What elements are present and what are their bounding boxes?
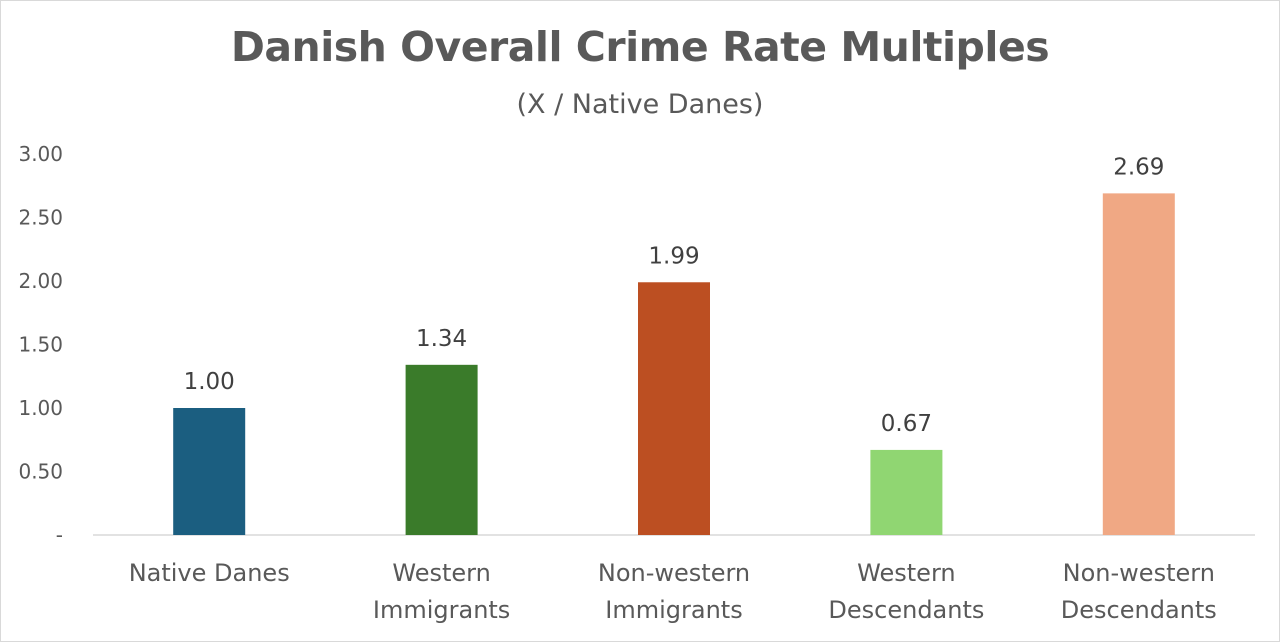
bar xyxy=(638,282,710,535)
bar xyxy=(173,408,246,535)
bar xyxy=(870,449,943,535)
data-label: 1.34 xyxy=(416,326,467,352)
x-tick-label: Descendants xyxy=(1061,596,1217,624)
x-tick-label: Native Danes xyxy=(129,559,290,587)
x-tick-label: Non-western xyxy=(1063,559,1215,587)
y-tick-label: 3.00 xyxy=(18,142,63,166)
chart-title: Danish Overall Crime Rate Multiples xyxy=(230,23,1050,71)
data-label: 1.99 xyxy=(648,243,699,269)
data-label: 2.69 xyxy=(1113,154,1164,180)
y-tick-label: 1.00 xyxy=(18,396,63,420)
x-tick-label: Descendants xyxy=(828,596,984,624)
bar xyxy=(405,364,478,535)
x-tick-label: Non-western xyxy=(598,559,750,587)
x-tick-label: Immigrants xyxy=(373,596,510,624)
y-tick-label: 0.50 xyxy=(18,460,63,484)
y-tick-label: 2.00 xyxy=(18,269,63,293)
y-tick-label: 1.50 xyxy=(18,333,63,357)
x-tick-label: Western xyxy=(857,559,955,587)
x-tick-label: Western xyxy=(392,559,490,587)
y-tick-label: 2.50 xyxy=(18,206,63,230)
data-label: 1.00 xyxy=(184,369,235,395)
y-tick-label: - xyxy=(56,523,63,547)
data-label: 0.67 xyxy=(881,411,932,437)
chart-subtitle: (X / Native Danes) xyxy=(516,89,764,120)
x-tick-label: Immigrants xyxy=(605,596,742,624)
bar xyxy=(1102,193,1175,535)
